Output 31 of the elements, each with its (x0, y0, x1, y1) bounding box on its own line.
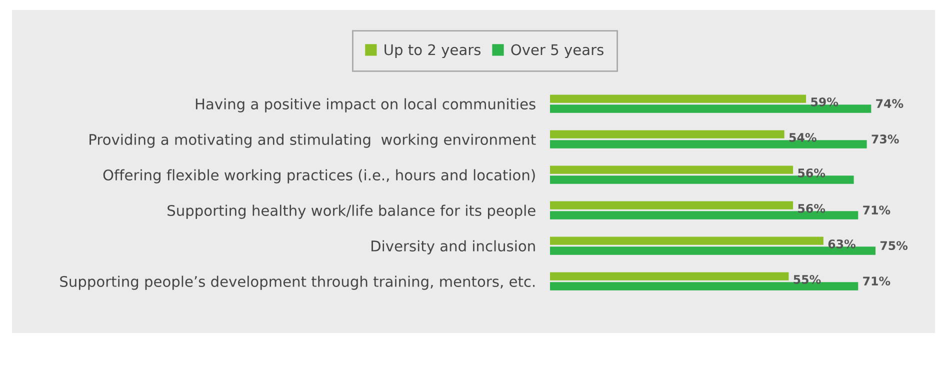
data-label: 63% (828, 239, 856, 248)
bar (550, 94, 806, 103)
data-label: 71% (863, 276, 890, 286)
bar (550, 272, 789, 280)
data-label: 74% (876, 99, 904, 108)
y-tick-label: Supporting people’s development through training, mentors, etc. (60, 276, 535, 290)
data-label: 54% (789, 132, 816, 142)
y-tick-label: Offering flexible working practices (i.e., hours and location) (103, 169, 535, 184)
data-label: 59% (811, 97, 838, 106)
y-tick-label: Supporting healthy work/life balance for its people (168, 204, 536, 219)
bar (550, 166, 794, 174)
bar (550, 236, 824, 245)
bar (550, 246, 876, 255)
y-tick-label: Providing a motivating and stimulating working environment (90, 134, 536, 148)
bar (550, 201, 794, 210)
data-label: 55% (794, 274, 821, 284)
bar (550, 176, 854, 184)
bar (550, 140, 867, 148)
legend-label: Over 5 years (511, 44, 604, 58)
bar (550, 211, 858, 220)
bar (550, 104, 872, 113)
data-label: 71% (863, 206, 890, 214)
legend-label: Up to 2 years (384, 44, 481, 58)
data-label: 56% (798, 168, 826, 178)
data-label: 56% (798, 204, 826, 213)
data-label: 75% (880, 241, 908, 250)
data-label: 73% (872, 134, 899, 144)
bar (550, 282, 858, 290)
y-tick-label: Diversity and inclusion (372, 240, 535, 254)
bar (550, 130, 784, 138)
y-tick-label: Having a positive impact on local communities (196, 98, 536, 112)
